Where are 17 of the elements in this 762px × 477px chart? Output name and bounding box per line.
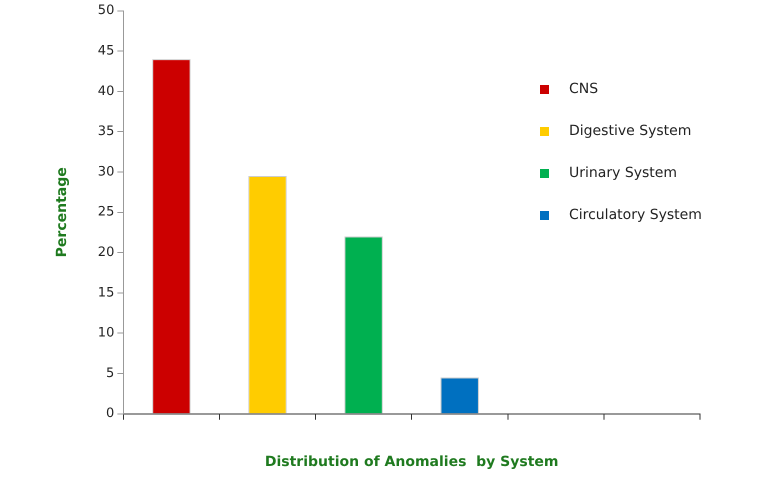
y-axis-title: Percentage [54, 167, 70, 258]
y-tick-label: 45 [98, 43, 114, 58]
y-tick-label: 40 [98, 84, 114, 99]
y-tick-label: 0 [106, 406, 114, 422]
y-tick-label: 50 [98, 3, 114, 18]
legend-label: Urinary System [569, 165, 678, 181]
y-tick-label: 25 [98, 204, 114, 220]
y-tick-label: 20 [98, 244, 114, 260]
legend-label: CNS [569, 81, 598, 97]
y-tick-label: 30 [98, 164, 114, 180]
y-tick-label: 5 [106, 366, 114, 381]
legend-label: Circulatory System [569, 207, 702, 223]
legend-label: Digestive System [569, 123, 692, 139]
y-tick-label: 15 [98, 285, 114, 300]
x-axis-title: Distribution of Anomalies by System [264, 454, 558, 470]
y-tick-label: 10 [98, 326, 114, 341]
y-tick-label: 35 [98, 124, 114, 140]
